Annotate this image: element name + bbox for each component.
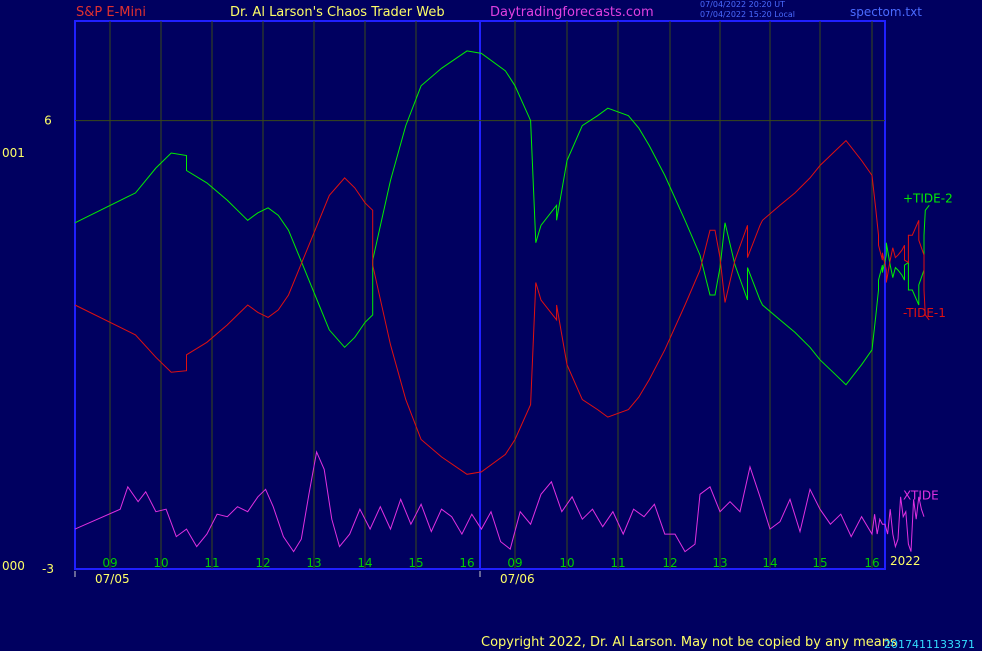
x-hour-label: 10 bbox=[559, 556, 574, 570]
time-ut: 07/04/2022 20:20 UT bbox=[700, 0, 785, 9]
footer-garbled: 2017411133371 bbox=[884, 638, 975, 651]
x-hour-label: 15 bbox=[812, 556, 827, 570]
time-local: 07/04/2022 15:20 Local bbox=[700, 10, 795, 19]
series-line-tide-minus bbox=[74, 139, 930, 475]
left-axis-top-label: 001 bbox=[2, 146, 25, 160]
x-hour-label: 11 bbox=[610, 556, 625, 570]
y-tick-label: -3 bbox=[42, 562, 54, 576]
x-date-label: 07/05 bbox=[95, 572, 130, 586]
left-axis-bottom-label: 000 bbox=[2, 559, 25, 573]
instrument-title: S&P E-Mini bbox=[76, 5, 146, 20]
footer-copyright: Copyright 2022, Dr. Al Larson. May not b… bbox=[481, 635, 897, 650]
x-hour-label: 16 bbox=[459, 556, 474, 570]
author-title: Dr. Al Larson's Chaos Trader Web bbox=[230, 5, 445, 20]
x-hour-label: 13 bbox=[306, 556, 321, 570]
y-tick-label: 6 bbox=[44, 114, 52, 128]
x-hour-label: 14 bbox=[762, 556, 777, 570]
x-hour-label: 11 bbox=[204, 556, 219, 570]
x-hour-label: 09 bbox=[507, 556, 522, 570]
x-hour-label: 13 bbox=[712, 556, 727, 570]
series-line-tide-plus bbox=[74, 50, 930, 386]
series-label-tide-plus: +TIDE-2 bbox=[903, 191, 953, 205]
x-hour-label: 14 bbox=[357, 556, 372, 570]
series-label-tide-minus: -TIDE-1 bbox=[903, 306, 946, 320]
x-hour-label: 09 bbox=[102, 556, 117, 570]
filename: spectom.txt bbox=[850, 5, 922, 19]
site-link[interactable]: Daytradingforecasts.com bbox=[490, 5, 654, 20]
series-line-xtide bbox=[74, 450, 925, 553]
x-hour-label: 12 bbox=[255, 556, 270, 570]
x-hour-label: 16 bbox=[864, 556, 879, 570]
x-date-label: 07/06 bbox=[500, 572, 535, 586]
year-label: 2022 bbox=[890, 554, 921, 568]
x-hour-label: 15 bbox=[408, 556, 423, 570]
x-hour-label: 12 bbox=[662, 556, 677, 570]
series-label-xtide: XTIDE bbox=[903, 488, 939, 502]
x-hour-label: 10 bbox=[153, 556, 168, 570]
